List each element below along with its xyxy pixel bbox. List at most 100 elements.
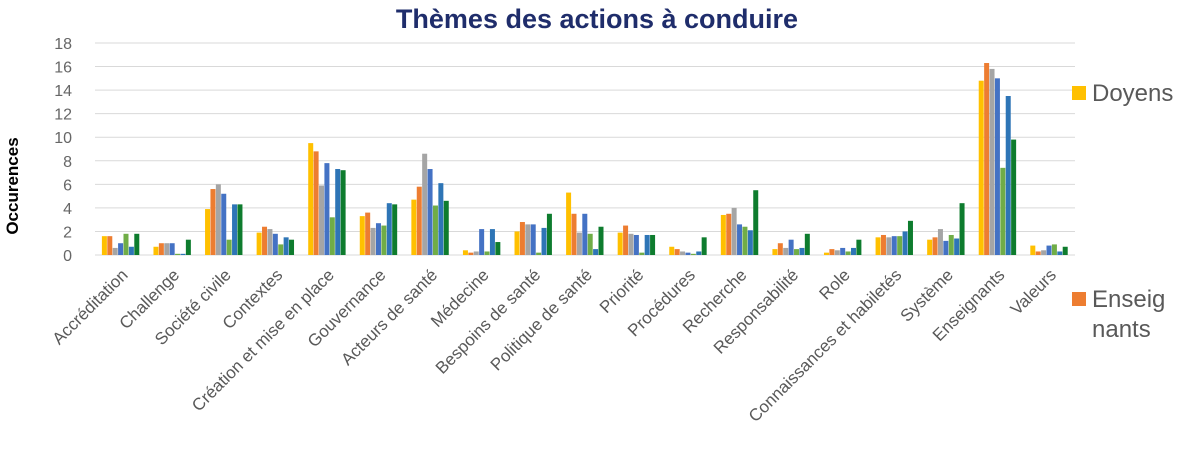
bar xyxy=(674,249,680,255)
bar xyxy=(1005,96,1011,255)
bar xyxy=(340,170,346,255)
bar xyxy=(153,246,159,255)
bar xyxy=(628,233,634,255)
bar xyxy=(215,184,221,255)
bar xyxy=(685,252,691,255)
bar xyxy=(566,192,572,255)
bar xyxy=(283,237,289,255)
bar xyxy=(438,183,444,255)
bar xyxy=(1062,246,1068,255)
bar xyxy=(669,246,675,255)
legend-label-enseignants-line1: Enseig xyxy=(1092,286,1165,313)
bar xyxy=(519,222,525,255)
bar xyxy=(644,234,650,255)
bars xyxy=(101,63,1068,255)
bar xyxy=(335,169,341,255)
bar xyxy=(180,253,186,255)
bar xyxy=(845,251,851,255)
bar xyxy=(324,163,330,255)
bar xyxy=(112,247,118,255)
bar xyxy=(205,209,211,255)
chart-title: Thèmes des actions à conduire xyxy=(396,4,798,34)
bar xyxy=(937,229,943,255)
y-tick-label: 14 xyxy=(54,83,72,100)
bar xyxy=(617,232,623,255)
bar xyxy=(772,249,778,255)
bar xyxy=(370,227,376,255)
bar xyxy=(495,242,501,255)
bar xyxy=(169,243,175,255)
bar xyxy=(232,204,238,255)
bar xyxy=(978,80,984,255)
bar xyxy=(1035,251,1041,255)
bar xyxy=(289,239,295,255)
bar xyxy=(875,237,881,255)
bar xyxy=(128,246,134,255)
x-tick-label: Priorité xyxy=(596,265,648,317)
bar xyxy=(720,214,726,255)
y-tick-label: 0 xyxy=(63,248,72,265)
bar xyxy=(541,227,547,255)
bar xyxy=(392,204,398,255)
bar xyxy=(907,220,913,255)
bar xyxy=(891,236,897,255)
bar xyxy=(576,232,582,255)
bar xyxy=(411,199,417,255)
bar xyxy=(479,229,485,255)
y-tick-label: 10 xyxy=(54,130,72,147)
bar xyxy=(804,233,810,255)
bar xyxy=(994,78,1000,255)
y-tick-label: 4 xyxy=(63,201,72,218)
x-tick-label: Acteurs de santé xyxy=(337,265,441,369)
x-tick-label: Role xyxy=(816,265,854,303)
bar xyxy=(783,247,789,255)
bar xyxy=(701,237,707,255)
bar xyxy=(267,229,273,255)
bar xyxy=(546,213,552,255)
bar xyxy=(118,243,124,255)
bar xyxy=(164,243,170,255)
bar xyxy=(432,205,438,255)
bar xyxy=(680,251,686,255)
bar xyxy=(1011,139,1017,255)
bar xyxy=(443,200,449,255)
legend-label-doyens: Doyens xyxy=(1092,80,1173,107)
bar xyxy=(984,63,990,255)
bar xyxy=(650,234,656,255)
bar xyxy=(927,239,933,255)
bar xyxy=(134,233,140,255)
x-tick-label: Valeurs xyxy=(1007,265,1060,318)
bar xyxy=(989,68,995,255)
bar xyxy=(598,226,604,255)
bar xyxy=(880,234,886,255)
bar xyxy=(158,243,164,255)
y-tick-label: 8 xyxy=(63,154,72,171)
legend-swatch-doyens xyxy=(1072,86,1086,100)
y-axis-label: Occurences xyxy=(3,137,22,234)
bar xyxy=(422,153,428,255)
bar xyxy=(850,247,856,255)
bar xyxy=(381,225,387,255)
y-tick-label: 2 xyxy=(63,224,72,241)
bar xyxy=(737,224,743,255)
bar xyxy=(473,251,479,255)
legend-label-enseignants: Enseig nants xyxy=(1092,286,1172,343)
x-tick-label: Accréditation xyxy=(49,265,132,348)
bar xyxy=(101,236,107,255)
y-tick-label: 6 xyxy=(63,177,72,194)
bar xyxy=(823,252,829,255)
bar xyxy=(639,252,645,255)
bar xyxy=(530,224,536,255)
bar xyxy=(365,212,371,255)
bar xyxy=(788,239,794,255)
y-tick-label: 12 xyxy=(54,107,72,124)
bar xyxy=(226,239,232,255)
bar xyxy=(886,237,892,255)
bar xyxy=(489,229,495,255)
bar xyxy=(237,204,243,255)
bar xyxy=(587,233,593,255)
bar xyxy=(794,249,800,255)
legend-label-enseignants-line2: nants xyxy=(1092,316,1151,343)
